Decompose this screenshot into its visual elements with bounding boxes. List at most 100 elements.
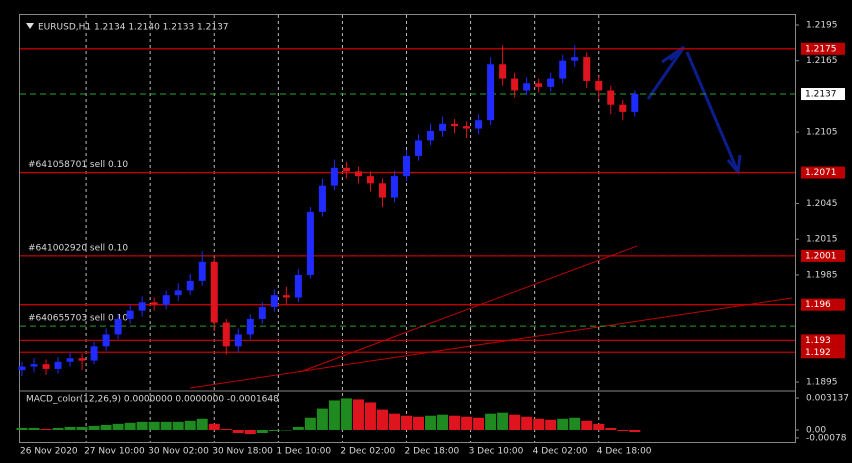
candle-body — [354, 171, 362, 177]
macd-title: MACD_color(12,26,9) 0.0000000 0.0000000 … — [26, 395, 279, 405]
macd-bar — [413, 416, 425, 430]
level-box — [801, 298, 845, 311]
macd-bar — [497, 412, 509, 430]
macd-bar — [76, 426, 88, 430]
macd-bar — [509, 414, 521, 430]
macd-bar — [40, 428, 52, 430]
macd-bar — [112, 423, 124, 430]
candle-body — [378, 183, 386, 198]
x-tick-label: 30 Nov 18:00 — [212, 447, 273, 457]
x-tick-label: 1 Dec 10:00 — [276, 447, 331, 457]
candle-body — [595, 80, 603, 91]
chart-title: EURUSD,H1 1.2134 1.2140 1.2133 1.2137 — [38, 23, 229, 33]
trend-line — [299, 245, 638, 373]
macd-bar — [425, 415, 437, 430]
macd-tick-label: 0.003137 — [806, 394, 849, 404]
macd-bar — [485, 413, 497, 430]
candle-body — [511, 78, 519, 91]
macd-bar — [328, 400, 340, 430]
x-tick-label: 3 Dec 10:00 — [469, 447, 524, 457]
macd-bar — [196, 418, 208, 430]
candle-body — [463, 126, 471, 129]
y-tick-label: 1.2105 — [806, 128, 838, 138]
x-tick-label: 30 Nov 02:00 — [148, 447, 209, 457]
candle-body — [427, 130, 435, 141]
candle-body — [186, 280, 194, 291]
candle-body — [54, 361, 62, 369]
macd-bar — [629, 429, 641, 433]
level-box — [801, 249, 845, 262]
level-box — [801, 334, 845, 347]
arrow — [685, 51, 740, 173]
macd-bar — [304, 417, 316, 430]
candle-body — [415, 140, 423, 156]
macd-tick-label: -0.00078 — [806, 433, 847, 443]
candle-body — [559, 60, 567, 79]
candle-body — [138, 302, 146, 311]
y-tick-label: 1.2195 — [806, 20, 838, 30]
x-tick-label: 27 Nov 10:00 — [84, 447, 145, 457]
candle-body — [439, 123, 447, 131]
x-tick-label: 26 Nov 2020 — [20, 447, 78, 457]
candle-body — [330, 167, 338, 186]
macd-bar — [605, 427, 617, 430]
level-box — [801, 166, 845, 179]
y-tick-label: 1.2045 — [806, 199, 838, 209]
candle-body — [607, 90, 615, 105]
y-tick-label: 1.1895 — [806, 378, 838, 388]
macd-bar — [376, 409, 388, 430]
x-tick-label: 4 Dec 02:00 — [533, 447, 588, 457]
macd-bar — [124, 422, 136, 430]
macd-bar — [581, 420, 593, 430]
candle-body — [294, 274, 302, 298]
macd-bar — [437, 414, 449, 430]
candle-body — [174, 290, 182, 296]
macd-bar — [400, 415, 412, 430]
candle-body — [270, 295, 278, 308]
level-label: 1.2071 — [805, 168, 837, 178]
macd-bar — [64, 426, 76, 430]
menu-icon[interactable] — [26, 23, 34, 29]
macd-bar — [220, 428, 232, 430]
level-label: 1.2175 — [805, 44, 837, 54]
candle-body — [318, 185, 326, 212]
candle-body — [306, 211, 314, 275]
macd-bar — [52, 427, 64, 430]
candle-body — [114, 318, 122, 335]
macd-bar — [280, 429, 292, 431]
candle-body — [162, 295, 170, 305]
candle-body — [631, 94, 639, 112]
macd-bar — [545, 419, 557, 430]
candle-body — [78, 358, 86, 361]
candle-body — [499, 64, 507, 79]
y-tick-label: 1.2015 — [806, 235, 838, 245]
candle-body — [66, 358, 74, 362]
level-box — [801, 346, 845, 359]
last-price-label: 1.2137 — [805, 90, 837, 100]
candle-body — [102, 334, 110, 347]
macd-bar — [449, 415, 461, 430]
candle-body — [30, 364, 38, 367]
order-label: #641058701 sell 0.10 — [28, 160, 128, 170]
candle-body — [246, 318, 254, 335]
macd-bar — [100, 424, 112, 430]
plot-frame — [19, 14, 796, 443]
candle-body — [18, 366, 26, 371]
macd-bar — [160, 421, 172, 430]
candle-body — [390, 176, 398, 198]
macd-bar — [521, 416, 533, 430]
macd-bar — [316, 408, 328, 430]
y-tick-label: 1.1985 — [806, 270, 838, 280]
macd-bar — [461, 416, 473, 430]
x-tick-label: 4 Dec 18:00 — [597, 447, 652, 457]
macd-bar — [172, 421, 184, 430]
level-label: 1.193 — [805, 336, 831, 346]
candle-body — [222, 322, 230, 347]
macd-tick-label: 0.00 — [806, 425, 826, 435]
macd-bar — [244, 429, 256, 435]
candle-body — [547, 78, 555, 87]
candle-body — [42, 364, 50, 369]
x-tick-label: 2 Dec 18:00 — [404, 447, 459, 457]
